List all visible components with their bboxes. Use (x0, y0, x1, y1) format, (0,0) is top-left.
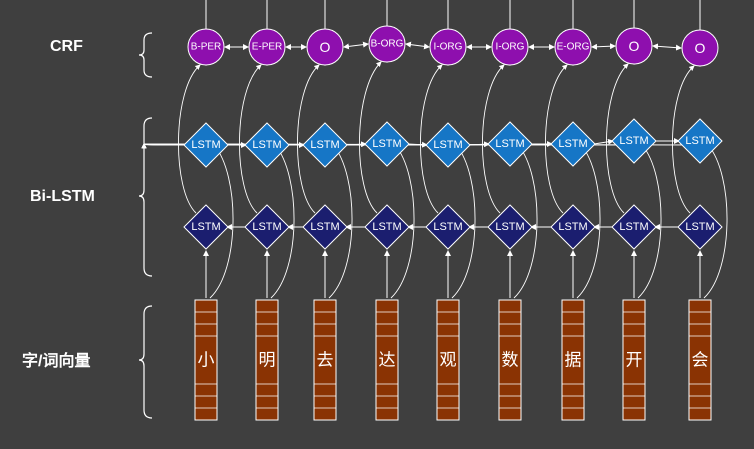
forward-lstm-label: LSTM (372, 138, 401, 150)
backward-lstm-node (677, 204, 723, 250)
embedding-block (255, 299, 279, 421)
crf-tag-label: B-PER (191, 42, 222, 53)
token-char: 观 (440, 351, 457, 370)
crf-layer-label: CRF (50, 38, 83, 55)
forward-lstm-label: LSTM (558, 138, 587, 150)
crf-tag-label: O (629, 38, 640, 54)
embedding-block (622, 299, 646, 421)
forward-lstm-node (550, 121, 596, 167)
embedding-block (498, 299, 522, 421)
forward-lstm-node (364, 121, 410, 167)
backward-lstm-node (244, 204, 290, 250)
backward-lstm-node (364, 204, 410, 250)
crf-tag-node (615, 27, 653, 65)
forward-lstm-node (611, 118, 657, 164)
backward-to-crf-curve (482, 64, 505, 214)
embedding-brace (138, 305, 153, 419)
token-char: 去 (317, 351, 334, 370)
backward-to-crf-curve (606, 63, 629, 214)
crf-tag-node (187, 28, 225, 66)
crf-tag-label: O (320, 39, 331, 55)
crf-tag-label: E-ORG (557, 42, 590, 53)
forward-lstm-label: LSTM (433, 139, 462, 151)
token-char: 明 (259, 351, 276, 370)
backward-to-crf-curve (239, 64, 262, 214)
forward-lstm-label: LSTM (191, 139, 220, 151)
bilstm-layer-label: Bi-LSTM (30, 188, 95, 205)
backward-to-crf-curve (359, 61, 382, 214)
token-char: 数 (502, 351, 519, 370)
crf-tag-node (681, 29, 719, 67)
crf-tag-node (429, 28, 467, 66)
backward-to-crf-curve (178, 64, 201, 214)
embedding-layer-label: 字/词向量 (22, 353, 91, 370)
backward-lstm-label: LSTM (191, 221, 220, 233)
backward-lstm-node (302, 204, 348, 250)
crf-tag-node (491, 28, 529, 66)
crf-tag-node (554, 28, 592, 66)
forward-lstm-label: LSTM (252, 139, 281, 151)
embedding-block (194, 299, 218, 421)
backward-lstm-label: LSTM (372, 221, 401, 233)
forward-lstm-link (593, 138, 614, 145)
crf-transition-link (652, 43, 682, 51)
crf-tag-node (306, 28, 344, 66)
backward-lstm-node (550, 204, 596, 250)
backward-lstm-label: LSTM (252, 221, 281, 233)
backward-to-crf-curve (545, 64, 568, 214)
crf-transition-link (405, 41, 430, 50)
forward-lstm-node (183, 122, 229, 168)
embedding-block (313, 299, 337, 421)
crf-tag-label: I-ORG (434, 42, 463, 53)
bilstm-brace (138, 117, 153, 277)
token-char: 开 (626, 351, 643, 370)
token-char: 小 (198, 351, 215, 370)
forward-lstm-link (468, 141, 490, 148)
embedding-block (561, 299, 585, 421)
crf-transition-link (591, 43, 616, 50)
backward-lstm-node (487, 204, 533, 250)
backward-to-crf-curve (672, 65, 695, 214)
forward-lstm-node (677, 118, 723, 164)
crf-tag-label: O (695, 40, 706, 56)
forward-lstm-link (407, 141, 428, 148)
token-char: 会 (692, 351, 709, 370)
backward-lstm-label: LSTM (495, 221, 524, 233)
token-char: 据 (565, 351, 582, 370)
backward-lstm-label: LSTM (685, 221, 714, 233)
forward-lstm-label: LSTM (685, 135, 714, 147)
backward-lstm-label: LSTM (310, 221, 339, 233)
backward-lstm-node (425, 204, 471, 250)
backward-lstm-node (611, 204, 657, 250)
forward-lstm-label: LSTM (310, 139, 339, 151)
backward-lstm-label: LSTM (558, 221, 587, 233)
crf-brace (138, 32, 153, 78)
crf-transition-link (343, 41, 369, 50)
embedding-block (375, 299, 399, 421)
forward-lstm-node (302, 122, 348, 168)
crf-tag-node (368, 25, 406, 63)
crf-tag-node (248, 28, 286, 66)
forward-lstm-label: LSTM (495, 138, 524, 150)
backward-lstm-label: LSTM (619, 221, 648, 233)
forward-lstm-label: LSTM (619, 135, 648, 147)
crf-tag-label: I-ORG (496, 42, 525, 53)
backward-to-crf-curve (420, 64, 443, 214)
backward-lstm-node (183, 204, 229, 250)
embedding-block (436, 299, 460, 421)
crf-tag-label: E-PER (252, 42, 283, 53)
forward-lstm-link (345, 141, 367, 148)
crf-tag-label: B-ORG (371, 39, 404, 50)
backward-lstm-label: LSTM (433, 221, 462, 233)
forward-lstm-node (487, 121, 533, 167)
forward-lstm-node (425, 122, 471, 168)
embedding-block (688, 299, 712, 421)
token-char: 达 (379, 351, 396, 370)
backward-to-crf-curve (297, 64, 320, 214)
forward-lstm-node (244, 122, 290, 168)
